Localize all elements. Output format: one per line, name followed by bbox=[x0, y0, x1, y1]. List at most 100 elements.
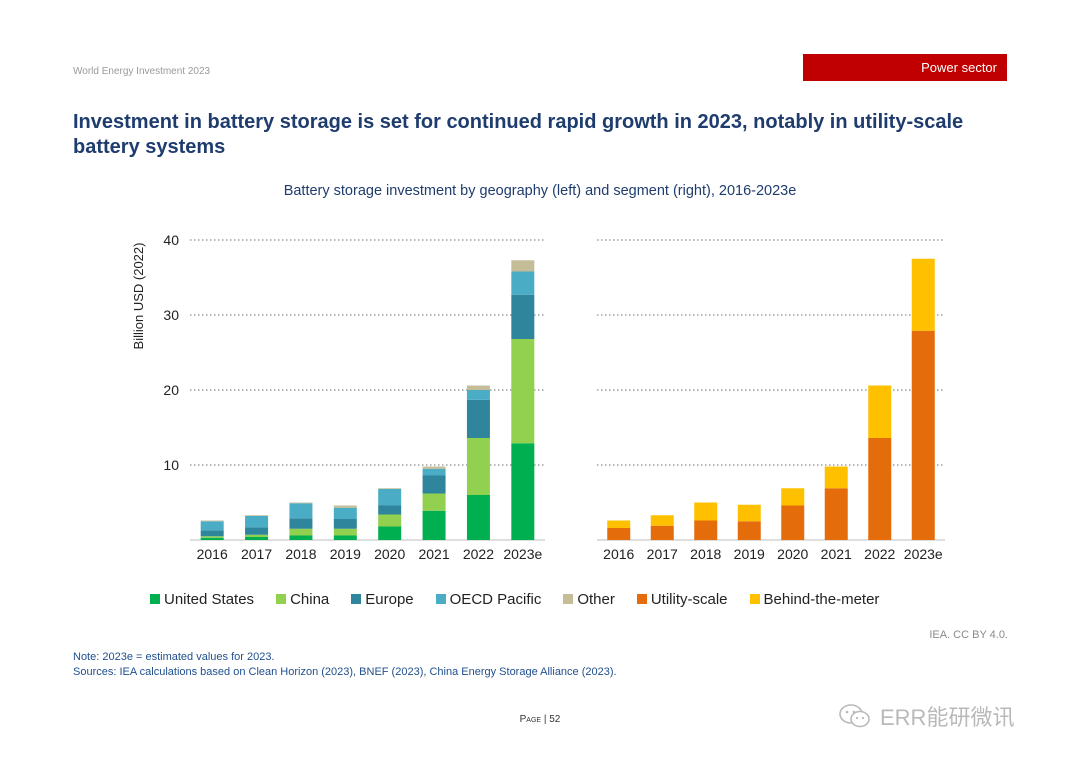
bar-segment bbox=[466, 495, 490, 540]
bar-segment bbox=[378, 488, 402, 489]
bar-segment bbox=[824, 466, 848, 489]
y-tick-label: 40 bbox=[163, 232, 179, 248]
legend-item: China bbox=[276, 591, 329, 608]
legend-swatch bbox=[435, 594, 446, 604]
bar-segment bbox=[511, 271, 535, 295]
bar-segment bbox=[824, 488, 848, 540]
x-tick-label: 2020 bbox=[374, 546, 405, 562]
legend-label: United States bbox=[164, 590, 255, 608]
section-badge: Power sector bbox=[803, 54, 1007, 81]
legend-swatch bbox=[351, 594, 362, 604]
y-tick-label: 20 bbox=[163, 382, 179, 398]
legend-swatch bbox=[276, 594, 287, 604]
sources-text: Sources: IEA calculations based on Clean… bbox=[73, 666, 617, 678]
bar-segment bbox=[511, 443, 535, 540]
bar-segment bbox=[422, 475, 446, 494]
bar-segment bbox=[378, 489, 402, 506]
bar-segment bbox=[511, 294, 535, 339]
bar-segment bbox=[650, 515, 674, 526]
bar-segment bbox=[333, 505, 357, 508]
bar-segment bbox=[378, 505, 402, 515]
bar-segment bbox=[422, 510, 446, 540]
watermark: ERR能研微讯 bbox=[838, 700, 1014, 732]
bar-segment bbox=[245, 537, 269, 540]
legend-swatch bbox=[636, 594, 647, 604]
bar-segment bbox=[200, 520, 224, 522]
bar-segment bbox=[245, 516, 269, 528]
bar-segment bbox=[868, 438, 892, 540]
legend-swatch bbox=[150, 594, 160, 604]
bar-segment bbox=[422, 493, 446, 511]
bar-segment bbox=[289, 518, 313, 529]
chart-legend: United States China Europe OECD Pacific Othe… bbox=[150, 589, 950, 609]
legend-label: OECD Pacific bbox=[449, 590, 542, 608]
bar-segment bbox=[911, 330, 935, 540]
bar-segment bbox=[694, 502, 718, 521]
bar-segment bbox=[289, 528, 313, 536]
bar-segment bbox=[781, 505, 805, 540]
x-tick-label: 2023e bbox=[904, 546, 943, 562]
bar-segment bbox=[607, 528, 631, 540]
bar-segment bbox=[333, 535, 357, 540]
x-tick-label: 2021 bbox=[821, 546, 852, 562]
x-tick-label: 2022 bbox=[864, 546, 895, 562]
page-number: 52 bbox=[549, 714, 561, 725]
bar-segment bbox=[245, 515, 269, 516]
legend-item: OECD Pacific bbox=[435, 590, 542, 608]
bar-segment bbox=[868, 385, 892, 438]
x-tick-label: 2018 bbox=[285, 546, 316, 562]
bar-segment bbox=[694, 520, 718, 540]
bar-segment bbox=[737, 521, 761, 540]
bar-segment bbox=[289, 503, 313, 519]
x-tick-label: 2018 bbox=[690, 546, 721, 562]
bar-segment bbox=[511, 260, 535, 272]
bar-segment bbox=[466, 399, 490, 438]
legend-swatch bbox=[749, 594, 760, 604]
bar-segment bbox=[607, 520, 631, 528]
page-title: Investment in battery storage is set for… bbox=[73, 111, 964, 158]
bar-segment bbox=[200, 536, 224, 538]
y-tick-label: 30 bbox=[163, 307, 179, 323]
bar-segment bbox=[422, 468, 446, 476]
legend-item: United States bbox=[150, 591, 254, 608]
bar-segment bbox=[333, 507, 357, 519]
x-tick-label: 2021 bbox=[418, 546, 449, 562]
document-name: World Energy Investment 2023 bbox=[73, 66, 211, 77]
legend-label: China bbox=[290, 590, 330, 608]
legend-item: Behind-the-meter bbox=[749, 590, 880, 608]
bar-segment bbox=[466, 438, 490, 495]
bar-segment bbox=[289, 535, 313, 540]
legend-item: Utility-scale bbox=[636, 591, 728, 608]
bar-segment bbox=[911, 258, 935, 331]
section-badge-label: Power sector bbox=[921, 60, 997, 75]
bar-segment bbox=[333, 519, 357, 529]
watermark-text: ERR能研微讯 bbox=[880, 705, 1015, 730]
bar-segment bbox=[466, 385, 490, 390]
legend-label: Behind-the-meter bbox=[763, 590, 880, 608]
x-tick-label: 2019 bbox=[734, 546, 765, 562]
y-tick-label: 10 bbox=[163, 457, 179, 473]
x-tick-label: 2020 bbox=[777, 546, 808, 562]
bar-segment bbox=[511, 339, 535, 444]
x-tick-label: 2023e bbox=[503, 546, 542, 562]
x-tick-label: 2017 bbox=[647, 546, 678, 562]
bar-segment bbox=[200, 521, 224, 531]
bar-segment bbox=[245, 527, 269, 535]
legend-label: Other bbox=[577, 590, 615, 608]
note-text: Note: 2023e = estimated values for 2023. bbox=[73, 651, 275, 663]
license-credit: IEA. CC BY 4.0. bbox=[929, 629, 1008, 641]
bar-segment bbox=[422, 466, 446, 469]
legend-item: Other bbox=[563, 591, 615, 608]
bar-segment bbox=[466, 390, 490, 400]
bar-segment bbox=[650, 525, 674, 540]
wechat-icon bbox=[839, 704, 870, 728]
notes: Note: 2023e = estimated values for 2023.… bbox=[73, 650, 617, 680]
bar-segment bbox=[289, 502, 313, 504]
x-tick-label: 2019 bbox=[330, 546, 361, 562]
page-footer: Page | 52 bbox=[519, 714, 561, 725]
bar-segment bbox=[378, 526, 402, 540]
chart-title: Battery storage investment by geography … bbox=[283, 183, 797, 199]
bar-segment bbox=[333, 528, 357, 536]
bar-segment bbox=[737, 504, 761, 522]
